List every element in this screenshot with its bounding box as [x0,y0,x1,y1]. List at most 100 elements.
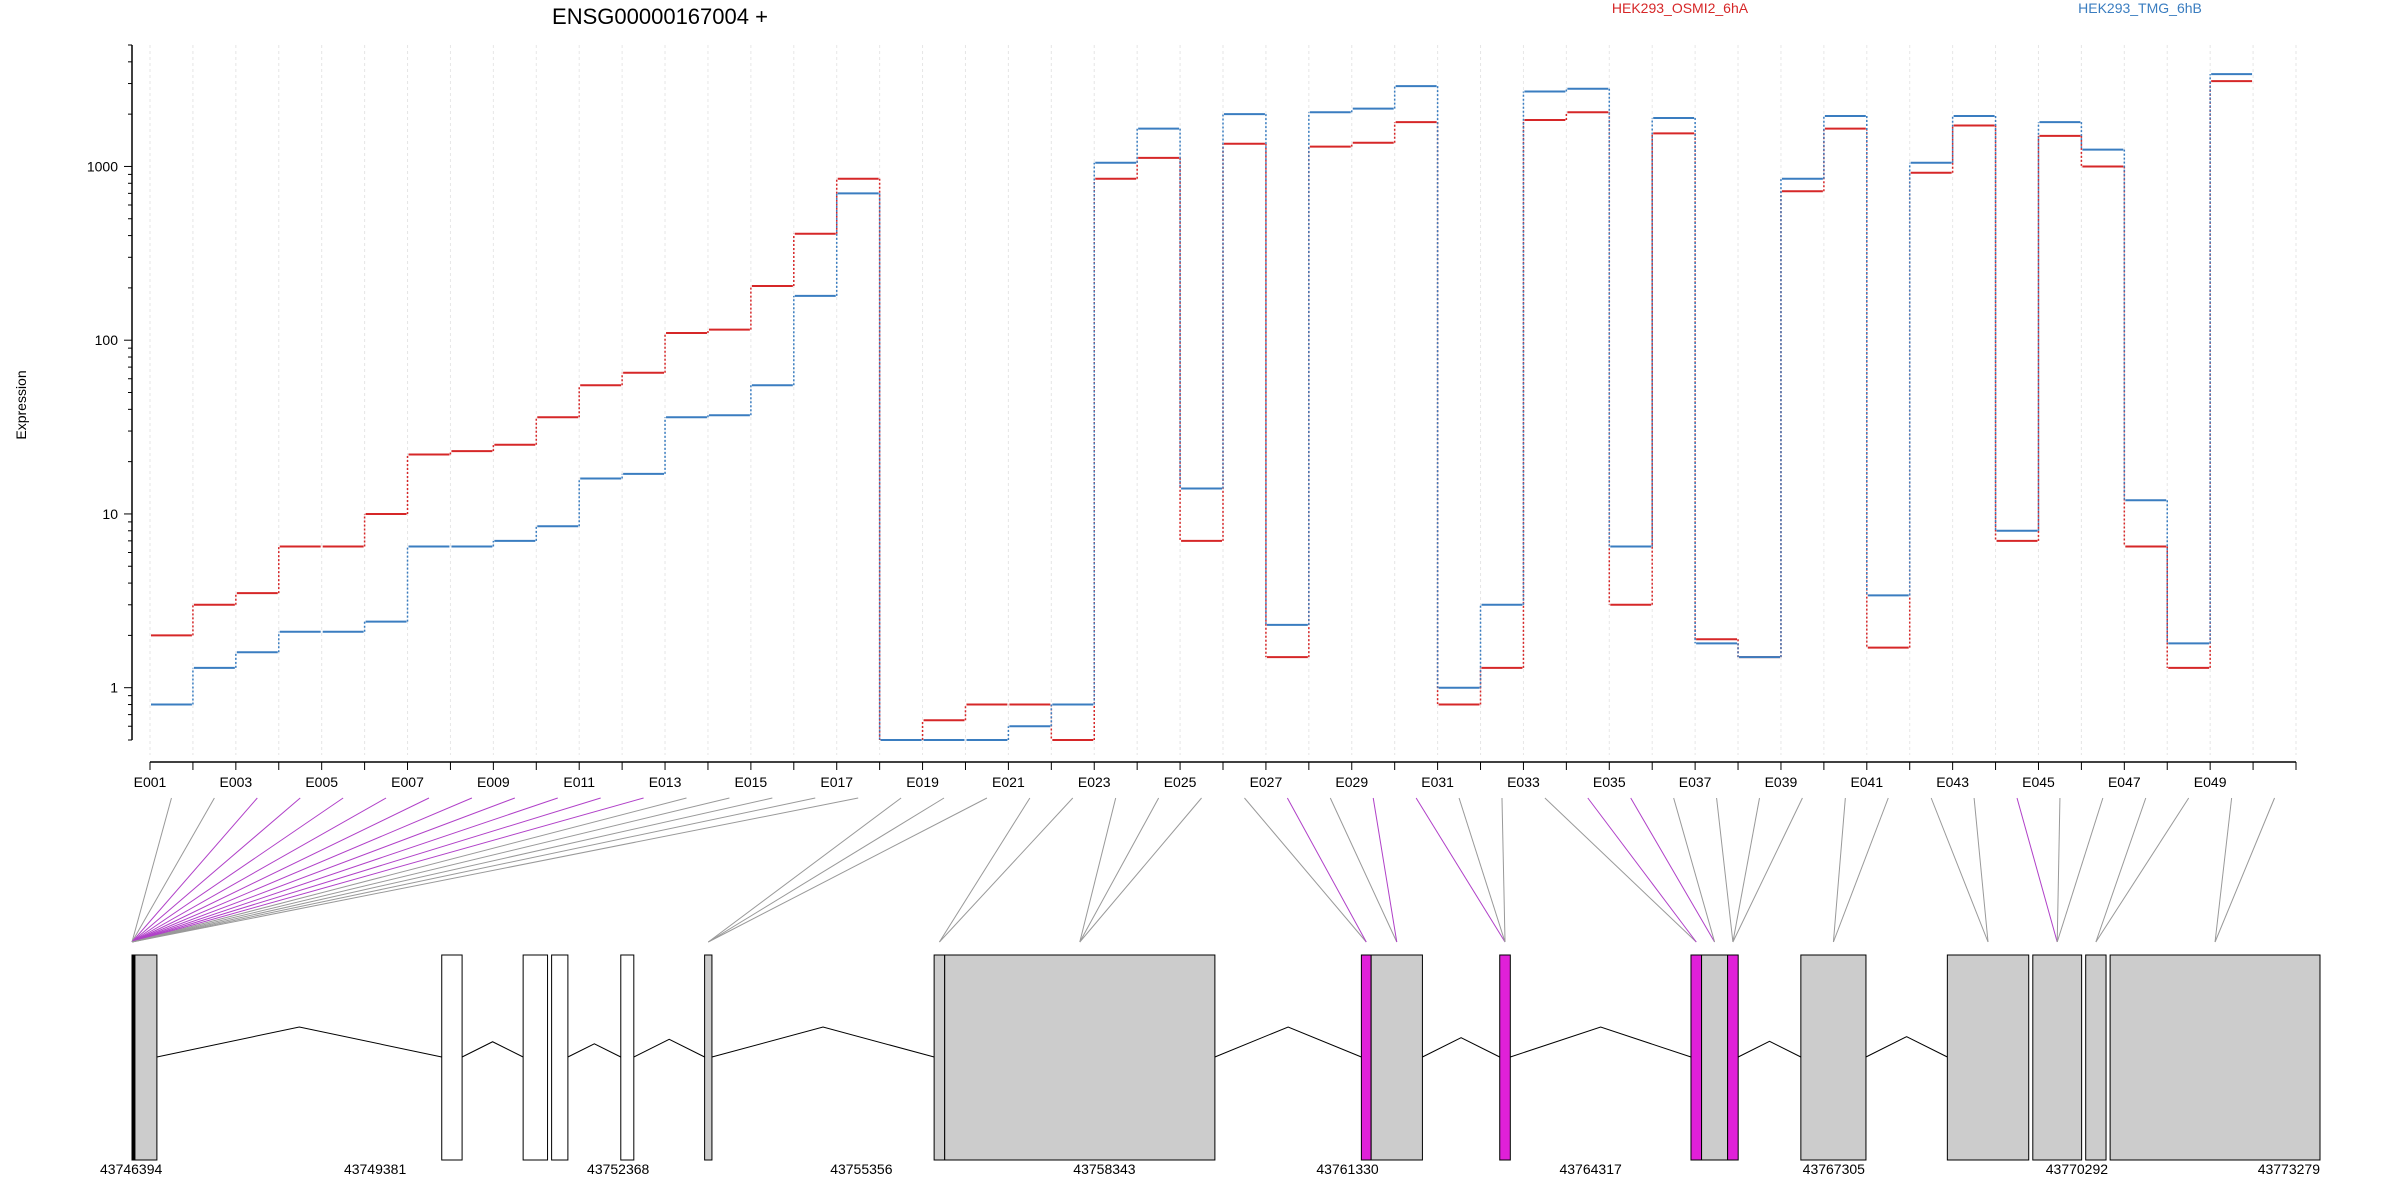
x-tick-label: E027 [1250,774,1283,790]
connector-line [1458,797,1506,943]
connector-line [1732,797,1803,943]
x-tick-label: E011 [563,774,595,790]
genomic-tick-label: 43770292 [2046,1161,2109,1177]
connector-line [131,797,215,943]
connector-line [1544,797,1697,943]
genomic-tick-label: 43773279 [2258,1161,2321,1177]
connector-line [2016,797,2058,943]
connector-line [131,797,344,943]
exon-block [1370,954,1423,1161]
connector-line [131,797,730,943]
connector-line [131,797,601,943]
x-tick-label: E023 [1078,774,1111,790]
x-tick-label: E003 [219,774,252,790]
intron [1422,1037,1500,1058]
x-tick-label: E025 [1164,774,1197,790]
legend-label-tmg: HEK293_TMG_6hB [2078,0,2202,16]
connector-line [131,797,430,943]
x-tick-label: E007 [391,774,424,790]
x-tick-label: E037 [1679,774,1712,790]
connector-line [1079,797,1160,943]
y-tick-label: 10 [102,506,118,522]
connector-line [1732,797,1760,943]
connector-line [131,797,859,943]
genomic-tick-label: 43767305 [1803,1161,1866,1177]
connector-line [131,797,473,943]
genomic-tick-label: 43755356 [830,1161,893,1177]
connector-line [131,797,172,943]
connector-line [131,797,558,943]
x-tick-label: E049 [2194,774,2227,790]
genomic-tick-label: 43749381 [344,1161,407,1177]
x-axis: E001 E003 E005 E007 E009 E011 E013 E015 E017 E019… [134,761,2297,790]
intron [1865,1036,1948,1058]
series-tmg [151,73,2253,741]
intron [461,1041,524,1058]
y-tick-label: 1 [110,680,118,696]
intron [711,1026,935,1058]
x-tick-label: E009 [477,774,510,790]
x-tick-label: E021 [992,774,1025,790]
x-tick-label: E045 [2022,774,2055,790]
connector-line [1832,797,1846,943]
x-tick-label: E017 [820,774,853,790]
connector-line [131,797,515,943]
exon-block [620,954,635,1161]
connector-line [708,797,945,943]
connector-line [2214,797,2233,943]
connector-line [1329,797,1398,943]
intron [1737,1040,1802,1058]
x-tick-label: E001 [134,774,167,790]
connector-line [707,797,902,943]
connector-line [1630,797,1716,943]
connector-line [1973,797,1989,943]
chart-title: ENSG00000167004 + [552,4,768,29]
y-axis: 1 10 100 1000 [87,44,133,741]
genomic-tick-label: 43764317 [1559,1161,1622,1177]
connector-line [2214,797,2276,943]
intron [567,1043,622,1058]
x-tick-label: E041 [1850,774,1883,790]
x-tick-label: E019 [906,774,939,790]
exon-block [944,954,1216,1161]
connector-line [131,797,301,943]
x-tick-label: E031 [1421,774,1454,790]
connector-line [131,797,644,943]
genomic-tick-label: 43761330 [1316,1161,1379,1177]
connector-line [1079,797,1202,943]
exon-block [2032,954,2083,1161]
exon-block [1727,954,1739,1161]
connector-line [1244,797,1367,943]
exon-block [2085,954,2107,1161]
connector-line [1673,797,1716,943]
connector-line [2095,797,2147,943]
connector-line [1501,797,1506,943]
series-lines [151,73,2253,741]
x-tick-label: E035 [1593,774,1626,790]
connector-line [1372,797,1398,943]
exon-block [134,954,158,1161]
exon-connector-lines [131,797,2276,943]
intron [633,1038,705,1058]
gene-model [131,954,2321,1161]
x-tick-label: E013 [649,774,682,790]
exon-block [1800,954,1867,1161]
x-tick-label: E029 [1335,774,1368,790]
exon-block [704,954,713,1161]
y-tick-label: 100 [95,332,119,348]
exon-block [522,954,549,1161]
exon-block [933,954,946,1161]
y-tick-label: 1000 [87,158,118,174]
connector-line [2056,797,2104,943]
x-tick-label: E033 [1507,774,1540,790]
series-osmi2 [151,80,2253,741]
exon-block [1360,954,1372,1161]
genomic-tick-label: 43746394 [100,1161,163,1177]
connector-line [131,797,816,943]
genomic-tick-label: 43752368 [587,1161,650,1177]
connector-line [1832,797,1889,943]
connector-line [708,797,988,943]
x-tick-label: E047 [2108,774,2141,790]
connector-line [131,797,258,943]
